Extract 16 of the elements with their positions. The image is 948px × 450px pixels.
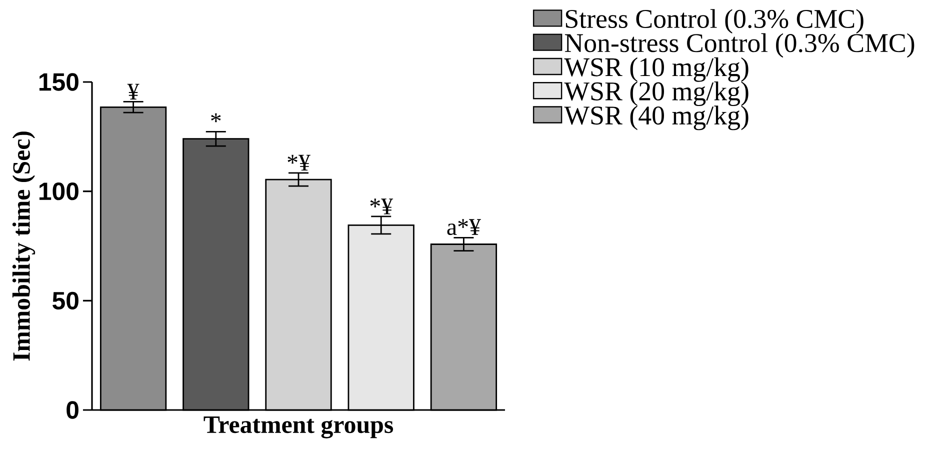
legend-label: WSR (40 mg/kg) (564, 106, 748, 130)
y-tick-label: 150 (39, 73, 78, 91)
annotation: ¥ (127, 84, 140, 100)
legend-label: WSR (20 mg/kg) (564, 82, 748, 106)
y-tick-label: 100 (39, 182, 78, 200)
legend-label: WSR (10 mg/kg) (564, 57, 748, 82)
x-axis-title: Treatment groups (204, 416, 394, 438)
annotation: * (211, 113, 221, 122)
y-axis-title: Immobility time (Sec) (12, 132, 36, 361)
legend-label: Stress Control (0.3% CMC) (566, 9, 864, 34)
y-tick-label: 0 (66, 401, 78, 419)
annotation: *¥ (370, 198, 394, 214)
y-tick-label: 50 (52, 292, 78, 310)
annotation: a*¥ (447, 219, 481, 236)
annotation: *¥ (288, 154, 310, 171)
legend-label: Non-stress Control (0.3% CMC) (564, 33, 914, 58)
